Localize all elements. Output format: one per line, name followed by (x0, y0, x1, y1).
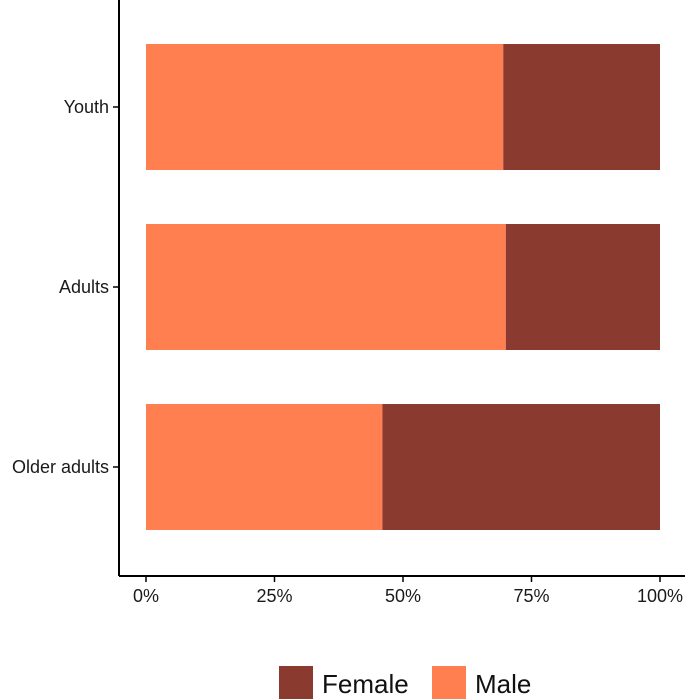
legend: Female Male (279, 666, 531, 699)
x-axis-ticks: 0% 25% 50% 75% 100% (133, 576, 683, 606)
bar-adults-male (146, 224, 506, 350)
bars-layer (146, 44, 660, 530)
bar-adults-female (505, 224, 660, 350)
legend-key-male (432, 666, 466, 699)
y-axis-ticks: Youth Adults Older adults (12, 97, 119, 477)
x-tick-label: 25% (256, 586, 292, 606)
y-tick-label: Youth (64, 97, 109, 117)
x-tick-label: 0% (133, 586, 159, 606)
legend-label-female: Female (322, 669, 409, 699)
y-tick-label: Adults (59, 277, 109, 297)
legend-key-female (279, 666, 313, 699)
bar-older-adults-male (146, 404, 383, 530)
y-tick-label: Older adults (12, 457, 109, 477)
legend-label-male: Male (475, 669, 531, 699)
x-tick-label: 75% (513, 586, 549, 606)
x-tick-label: 100% (637, 586, 683, 606)
bar-youth-male (146, 44, 504, 170)
bar-older-adults-female (382, 404, 660, 530)
bar-youth-female (503, 44, 660, 170)
x-tick-label: 50% (385, 586, 421, 606)
